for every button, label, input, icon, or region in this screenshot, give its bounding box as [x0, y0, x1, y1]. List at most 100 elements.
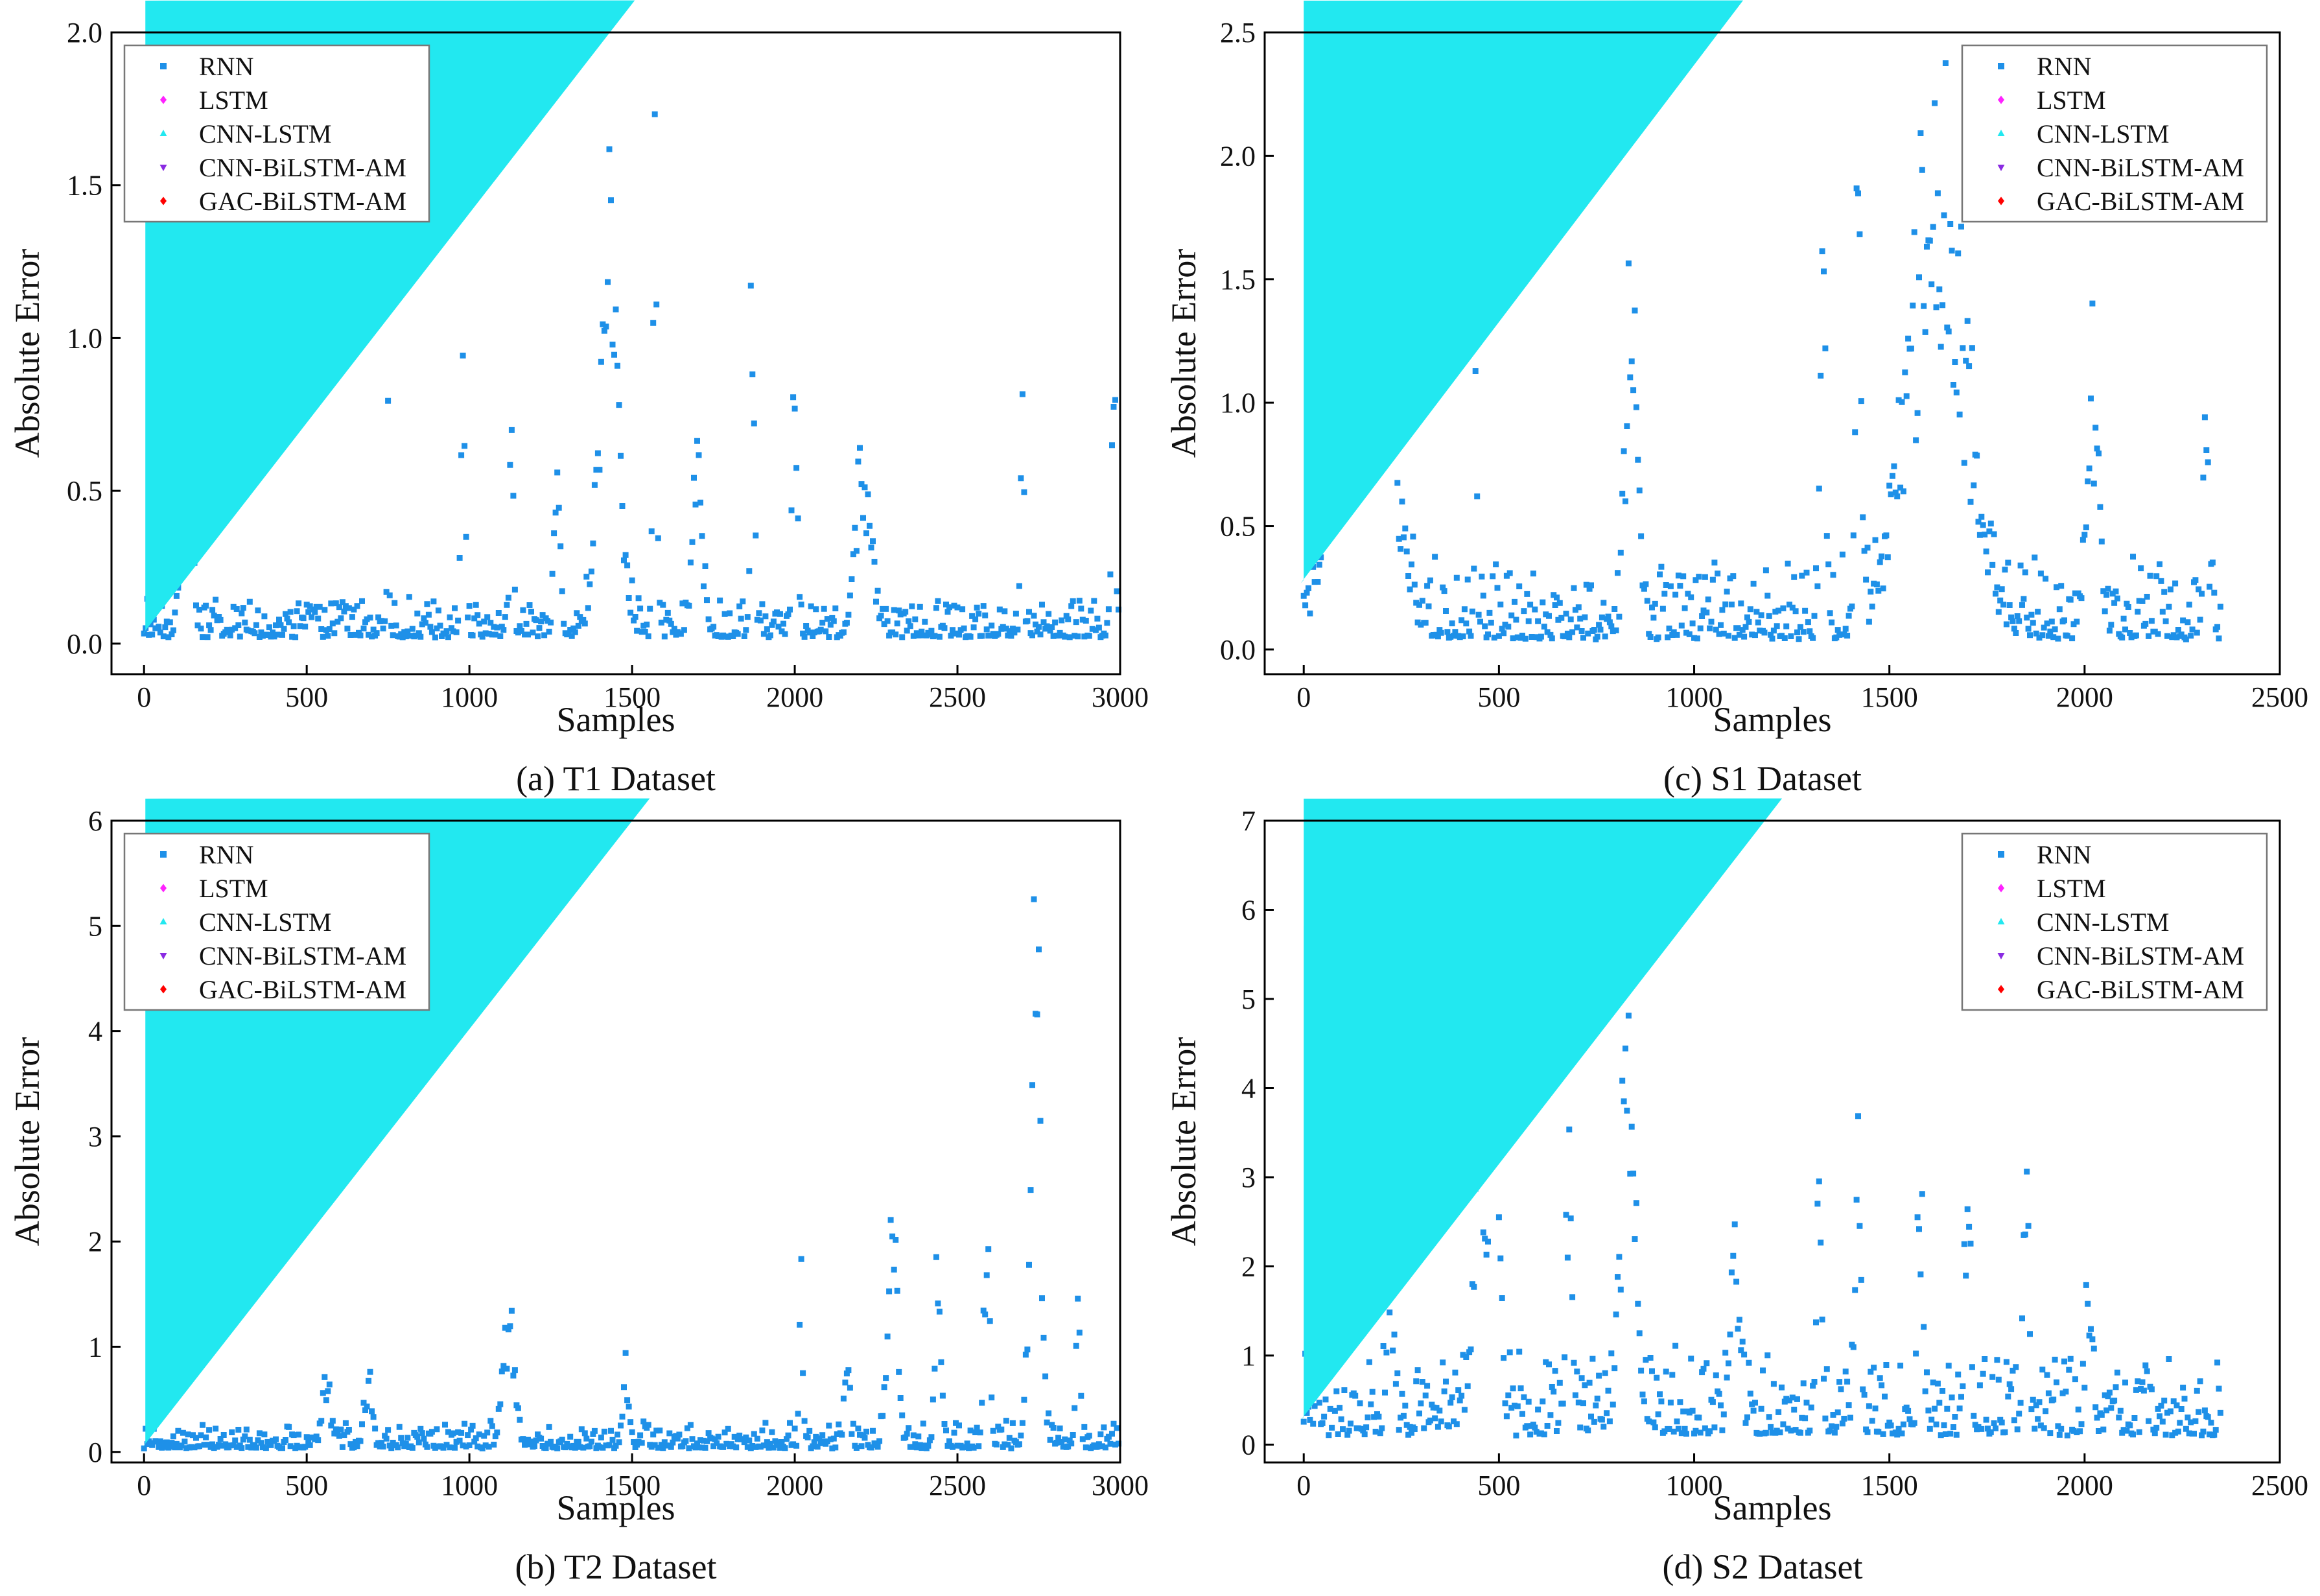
x-tick-label: 1000: [441, 681, 498, 713]
x-tick-label: 3000: [1092, 1470, 1149, 1501]
series-cnn-lstm-s2: [1300, 798, 1783, 1421]
x-tick-label: 2500: [2251, 681, 2308, 713]
legend-marker: [1998, 196, 2004, 205]
legend-marker: [1997, 165, 2005, 171]
y-axis-label: Absolute Error: [1164, 249, 1203, 458]
y-tick-label: 4: [1241, 1073, 1256, 1105]
legend-box: [123, 832, 430, 1011]
data-points-s2: [1300, 798, 2223, 1438]
panel-t2: 0 500 1000 1500 2000 2500 3000 0 1 2 3 4 5 6 Samples Ab…: [0, 798, 1160, 1596]
legend: RNN LSTM CNN-LSTM CNN-BiLSTM-AM GAC-BiLSTM-A…: [1961, 832, 2268, 1011]
y-tick-label: 3: [88, 1121, 102, 1153]
legend-marker: [160, 63, 167, 69]
legend-marker: [159, 953, 167, 959]
legend-label: LSTM: [2037, 874, 2106, 903]
x-tick-label: 500: [1477, 681, 1520, 713]
x-axis-label: Samples: [557, 1488, 675, 1527]
x-tick-label: 1000: [1666, 681, 1723, 713]
x-tick-label: 1500: [1861, 1470, 1918, 1501]
x-tick-label: 0: [1296, 681, 1311, 713]
x-tick-label: 2500: [929, 681, 986, 713]
caption-s2: (d) S2 Dataset: [1662, 1547, 1863, 1586]
y-tick-label: 5: [1241, 983, 1256, 1015]
legend-marker: [160, 884, 167, 893]
legend-marker: [159, 918, 167, 924]
x-tick-label: 0: [1296, 1470, 1311, 1501]
legend-marker: [1997, 918, 2005, 924]
plot-area-frame: [110, 31, 1121, 675]
x-tick-label: 500: [285, 1470, 328, 1501]
y-tick-label: 0: [88, 1437, 102, 1468]
legend: RNN LSTM CNN-LSTM CNN-BiLSTM-AM GAC-BiLSTM-A…: [123, 44, 430, 223]
markers-cnn-lstm: [1300, 0, 1744, 584]
legend-marker: [1997, 130, 2005, 136]
chart-t1: 0 500 1000 1500 2000 2500 3000 0.0 0.5 1.0 1.5 2.0 S…: [8, 0, 1149, 739]
y-tick-label: 2: [1241, 1251, 1256, 1283]
caption-t2: (b) T2 Dataset: [515, 1547, 717, 1586]
y-tick-label: 0.5: [1220, 511, 1256, 543]
x-tick-label: 1500: [603, 681, 661, 713]
y-tick-label: 2.0: [67, 17, 102, 49]
y-tick-label: 2: [88, 1226, 102, 1258]
y-tick-label: 0: [1241, 1429, 1256, 1461]
x-tick-label: 0: [137, 1470, 151, 1501]
x-axis-label: Samples: [557, 700, 675, 739]
x-tick-label: 500: [1477, 1470, 1520, 1501]
legend-label: RNN: [199, 52, 253, 81]
legend-label: CNN-LSTM: [2037, 908, 2169, 937]
legend-marker: [160, 95, 167, 104]
plot-area-frame: [110, 819, 1121, 1464]
legend-marker: [159, 165, 167, 171]
legend-box: [1961, 832, 2268, 1011]
y-tick-label: 7: [1241, 805, 1256, 837]
y-tick-label: 6: [1241, 895, 1256, 926]
legend: RNN LSTM CNN-LSTM CNN-BiLSTM-AM GAC-BiLSTM-A…: [123, 832, 430, 1011]
legend-marker: [159, 130, 167, 136]
y-axis-label: Absolute Error: [8, 1037, 47, 1246]
legend-label: CNN-BiLSTM-AM: [199, 941, 406, 970]
x-tick-label: 0: [137, 681, 151, 713]
legend-box: [1961, 44, 2268, 223]
caption-t1: (a) T1 Dataset: [516, 759, 716, 798]
panel-s1: 0 500 1000 1500 2000 2500 0.0 0.5 1.0 1.5 2.0 2.5 Sa…: [1160, 0, 2320, 798]
y-tick-label: 1.5: [1220, 264, 1256, 296]
y-tick-label: 0.0: [67, 628, 102, 660]
series-cnn-lstm-s1: [1300, 0, 1744, 584]
y-axis-label: Absolute Error: [8, 249, 47, 458]
y-axis-label: Absolute Error: [1164, 1037, 1203, 1246]
legend-marker: [1998, 851, 2004, 858]
x-axis-label: Samples: [1713, 700, 1832, 739]
x-tick-label: 2000: [2056, 681, 2113, 713]
legend-label: GAC-BiLSTM-AM: [199, 187, 406, 216]
x-tick-label: 500: [285, 681, 328, 713]
legend-label: CNN-BiLSTM-AM: [2037, 153, 2244, 182]
plot-area-frame: [1263, 819, 2281, 1464]
x-tick-label: 2000: [766, 1470, 823, 1501]
legend-marker: [1998, 63, 2004, 69]
legend-label: RNN: [199, 840, 253, 869]
x-axis-label: Samples: [1713, 1488, 1832, 1527]
x-tick-label: 1500: [603, 1470, 661, 1501]
y-tick-label: 0.0: [1220, 634, 1256, 666]
legend-label: GAC-BiLSTM-AM: [2037, 187, 2244, 216]
legend-label: CNN-BiLSTM-AM: [2037, 941, 2244, 970]
y-tick-label: 5: [88, 910, 102, 942]
legend-label: CNN-LSTM: [199, 908, 331, 937]
chart-t2: 0 500 1000 1500 2000 2500 3000 0 1 2 3 4 5 6 Samples Ab…: [8, 798, 1149, 1527]
legend-marker: [160, 851, 167, 858]
y-tick-label: 2.0: [1220, 140, 1256, 172]
x-tick-label: 2500: [2251, 1470, 2308, 1501]
legend: RNN LSTM CNN-LSTM CNN-BiLSTM-AM GAC-BiLSTM-A…: [1961, 44, 2268, 223]
y-tick-label: 2.5: [1220, 17, 1256, 49]
y-tick-label: 1: [88, 1331, 102, 1363]
legend-label: CNN-LSTM: [2037, 119, 2169, 148]
legend-label: LSTM: [199, 874, 268, 903]
legend-label: GAC-BiLSTM-AM: [199, 975, 406, 1004]
y-tick-label: 4: [88, 1016, 102, 1048]
y-tick-label: 1: [1241, 1340, 1256, 1372]
x-tick-label: 1000: [441, 1470, 498, 1501]
panel-s2: 0 500 1000 1500 2000 2500 0 1 2 3 4 5 6 7 Samples Absol…: [1160, 798, 2320, 1596]
y-tick-label: 1.0: [1220, 387, 1256, 419]
legend-label: LSTM: [199, 86, 268, 115]
y-tick-label: 6: [88, 805, 102, 837]
